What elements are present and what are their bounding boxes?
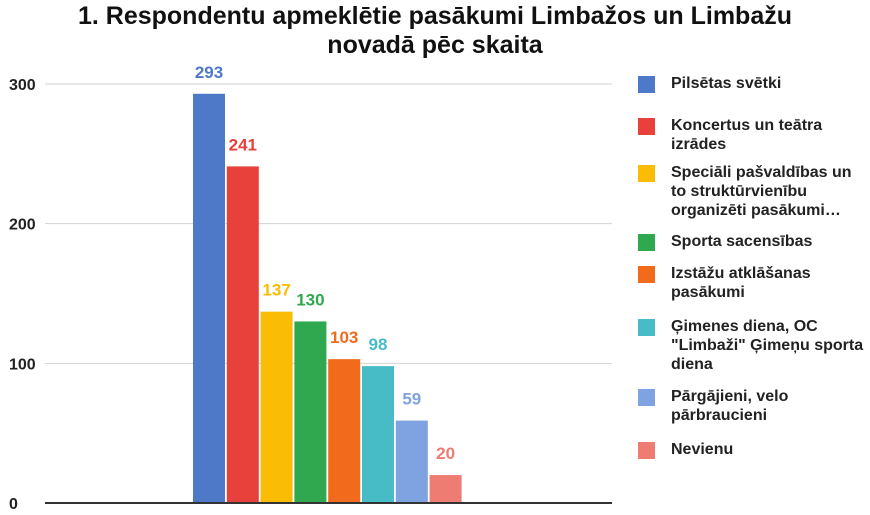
legend-swatch-1 bbox=[638, 76, 655, 93]
bar-5 bbox=[328, 359, 361, 503]
y-tick-label-200: 200 bbox=[9, 217, 36, 234]
y-tick-label-100: 100 bbox=[9, 356, 36, 373]
legend-label-5: Izstāžu atklāšanas pasākumi bbox=[671, 265, 811, 301]
chart-title: 1. Respondentu apmeklētie pasākumi Limba… bbox=[0, 2, 870, 60]
data-label-6: 98 bbox=[369, 335, 388, 354]
legend-swatch-8 bbox=[638, 442, 655, 459]
data-label-3: 137 bbox=[262, 281, 290, 300]
data-label-2: 241 bbox=[229, 135, 257, 154]
bar-6 bbox=[362, 366, 394, 503]
legend-label-1: Pilsētas svētki bbox=[671, 75, 782, 92]
bar-2 bbox=[226, 166, 259, 504]
y-tick-label-300: 300 bbox=[9, 77, 36, 94]
bar-3 bbox=[260, 311, 293, 503]
chart-title-line-2: novadā pēc skaita bbox=[327, 31, 543, 59]
legend-swatch-4 bbox=[638, 234, 655, 251]
data-label-1: 293 bbox=[195, 63, 223, 82]
legend-swatch-6 bbox=[638, 319, 655, 336]
legend-label-7: Pārgājieni, velo pārbraucieni bbox=[671, 388, 789, 424]
legend-label-2: Koncertus un teātra izrādes bbox=[671, 117, 823, 153]
bar-4 bbox=[294, 321, 327, 503]
legend-label-8: Nevienu bbox=[671, 441, 734, 458]
legend-swatch-5 bbox=[638, 266, 655, 283]
legend-swatch-2 bbox=[638, 118, 655, 135]
bar-1 bbox=[193, 93, 225, 503]
bar-7 bbox=[395, 420, 428, 503]
legend-swatch-3 bbox=[638, 165, 655, 182]
data-label-7: 59 bbox=[402, 390, 421, 409]
bar-8 bbox=[429, 475, 462, 503]
legend-label-3: Speciāli pašvaldības un to struktūrvienī… bbox=[671, 164, 852, 219]
data-label-8: 20 bbox=[436, 444, 455, 463]
y-tick-label-0: 0 bbox=[9, 496, 18, 513]
legend-label-4: Sporta sacensības bbox=[671, 233, 813, 250]
chart-title-line-1: 1. Respondentu apmeklētie pasākumi Limba… bbox=[77, 2, 793, 30]
data-label-4: 130 bbox=[296, 290, 324, 309]
data-label-5: 103 bbox=[330, 328, 358, 347]
legend-label-6: Ģimenes diena, OC "Limbaži" Ģimeņu sport… bbox=[671, 318, 864, 373]
legend-swatch-7 bbox=[638, 389, 655, 406]
